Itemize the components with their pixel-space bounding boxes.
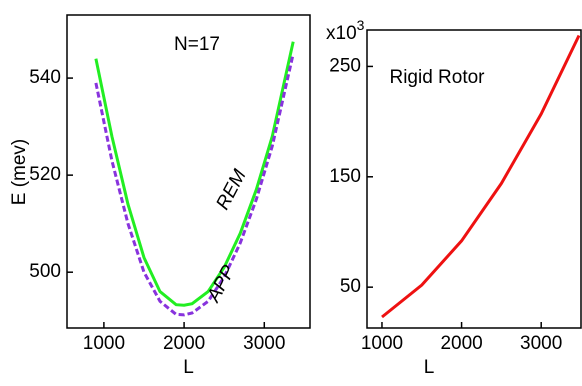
x-tick-label: 3000	[243, 333, 285, 354]
plot-frame	[66, 14, 311, 329]
y-tick-label: 540	[29, 67, 61, 88]
y-tick-label: 520	[29, 164, 61, 185]
y-multiplier-exponent: 3	[357, 17, 365, 33]
y-axis-label: E (mev)	[9, 139, 30, 206]
plot-frame	[366, 29, 582, 329]
y-tick-label: 250	[329, 55, 361, 76]
y-tick-label: 500	[29, 261, 61, 282]
panel-title: N=17	[174, 34, 220, 55]
x-tick-label: 2000	[163, 333, 205, 354]
y-multiplier: x103	[326, 17, 365, 44]
x-axis-label: L	[183, 357, 194, 378]
x-tick-label: 2000	[440, 333, 482, 354]
x-tick-label: 3000	[520, 333, 562, 354]
series-label: APP	[203, 262, 240, 307]
y-multiplier-base: x10	[326, 23, 357, 44]
series-label: REM	[212, 166, 250, 213]
x-axis-label: L	[424, 357, 435, 378]
panel-title: Rigid Rotor	[389, 67, 485, 88]
x-tick-label: 1000	[361, 333, 403, 354]
series-line	[381, 34, 581, 319]
y-tick-label: 50	[340, 276, 361, 297]
series-line	[94, 53, 295, 317]
series-line	[94, 41, 295, 307]
x-tick-label: 1000	[83, 333, 125, 354]
y-tick-label: 150	[329, 166, 361, 187]
